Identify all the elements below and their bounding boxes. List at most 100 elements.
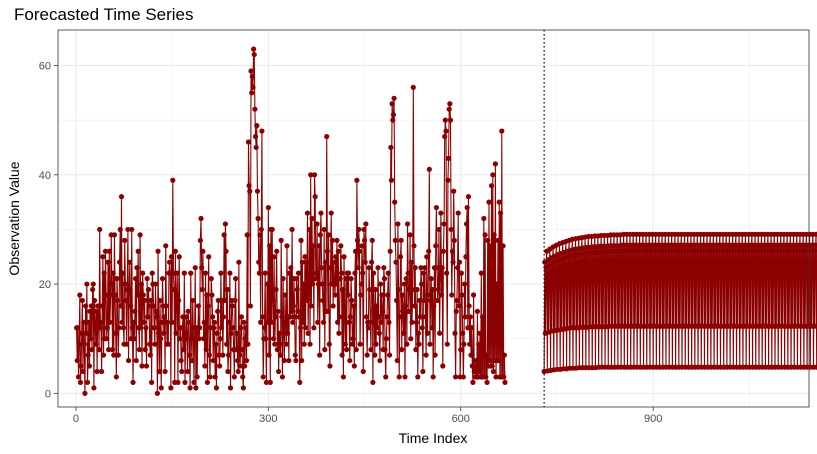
- x-tick-label: 300: [259, 413, 277, 425]
- data-point: [209, 314, 216, 320]
- data-point: [458, 347, 464, 353]
- data-point: [228, 330, 234, 336]
- data-point: [255, 215, 261, 222]
- data-point: [317, 352, 323, 358]
- axes: 0 300 600 900 0 20 40 60: [39, 61, 663, 425]
- data-point: [461, 341, 467, 347]
- data-point: [311, 325, 317, 331]
- data-point: [80, 368, 86, 375]
- data-point: [478, 270, 484, 276]
- data-point: [352, 270, 358, 276]
- data-point: [171, 286, 177, 293]
- data-point: [386, 319, 392, 325]
- data-point: [487, 243, 493, 249]
- data-point: [486, 199, 492, 205]
- data-point: [263, 379, 270, 386]
- data-point: [135, 248, 141, 254]
- data-point: [385, 270, 391, 276]
- data-point: [350, 336, 356, 342]
- data-point: [439, 265, 445, 271]
- data-point: [376, 314, 382, 320]
- data-point: [204, 379, 211, 386]
- data-point: [374, 325, 380, 331]
- data-point: [476, 341, 482, 347]
- data-point: [440, 363, 446, 369]
- data-point: [306, 226, 312, 233]
- data-point: [310, 243, 316, 249]
- data-point: [482, 232, 488, 238]
- data-point: [470, 379, 476, 386]
- data-point: [375, 265, 381, 271]
- data-point: [445, 177, 451, 183]
- data-point: [470, 292, 477, 298]
- data-point: [149, 270, 155, 276]
- data-point: [358, 292, 364, 298]
- data-point: [405, 270, 411, 276]
- data-point: [138, 281, 144, 287]
- data-point: [131, 319, 137, 325]
- data-point: [466, 303, 472, 309]
- data-point: [195, 330, 201, 336]
- data-point: [328, 210, 334, 216]
- data-point: [274, 347, 280, 353]
- data-point: [415, 374, 421, 380]
- data-point: [259, 314, 266, 320]
- data-point: [82, 390, 88, 396]
- data-point: [127, 303, 134, 309]
- data-point: [93, 341, 99, 347]
- data-point: [229, 303, 236, 309]
- data-point: [145, 286, 152, 293]
- data-point: [376, 330, 382, 336]
- observed-series-line: [76, 48, 506, 394]
- data-point: [95, 314, 101, 320]
- data-point: [200, 248, 206, 254]
- data-point: [394, 357, 400, 364]
- data-point: [292, 314, 298, 320]
- data-point: [282, 292, 288, 298]
- data-point: [100, 352, 107, 358]
- data-point: [409, 319, 415, 325]
- data-point: [346, 319, 352, 325]
- data-point: [476, 368, 482, 375]
- data-point: [204, 292, 210, 298]
- data-point: [213, 341, 219, 347]
- data-point: [231, 374, 237, 380]
- data-point: [467, 314, 473, 320]
- data-point: [324, 133, 330, 140]
- data-point: [330, 303, 336, 309]
- data-point: [249, 90, 255, 96]
- forecast-point: [814, 364, 817, 370]
- data-point: [494, 281, 500, 287]
- data-point: [107, 292, 114, 298]
- data-point: [239, 347, 245, 353]
- data-point: [98, 319, 104, 325]
- data-point: [366, 265, 372, 271]
- data-point: [220, 352, 226, 358]
- data-point: [104, 336, 110, 342]
- data-point: [240, 385, 246, 391]
- data-point: [424, 330, 431, 336]
- data-point: [429, 325, 435, 331]
- data-point: [173, 330, 179, 336]
- data-point: [304, 210, 311, 216]
- data-point: [254, 188, 261, 194]
- data-point: [338, 270, 345, 276]
- data-point: [179, 325, 186, 331]
- data-point: [378, 319, 384, 325]
- data-point: [162, 368, 168, 375]
- data-point: [437, 276, 443, 282]
- data-point: [290, 303, 296, 309]
- data-point: [281, 330, 287, 336]
- data-point: [107, 319, 113, 325]
- data-point: [356, 226, 362, 233]
- data-point: [278, 237, 284, 243]
- data-point: [274, 248, 280, 254]
- data-point: [82, 303, 89, 309]
- data-point: [425, 292, 431, 298]
- data-point: [288, 308, 295, 314]
- data-point: [458, 270, 464, 276]
- data-point: [251, 46, 257, 52]
- data-point: [445, 155, 452, 161]
- data-point: [395, 221, 401, 227]
- x-tick-label: 900: [644, 413, 662, 425]
